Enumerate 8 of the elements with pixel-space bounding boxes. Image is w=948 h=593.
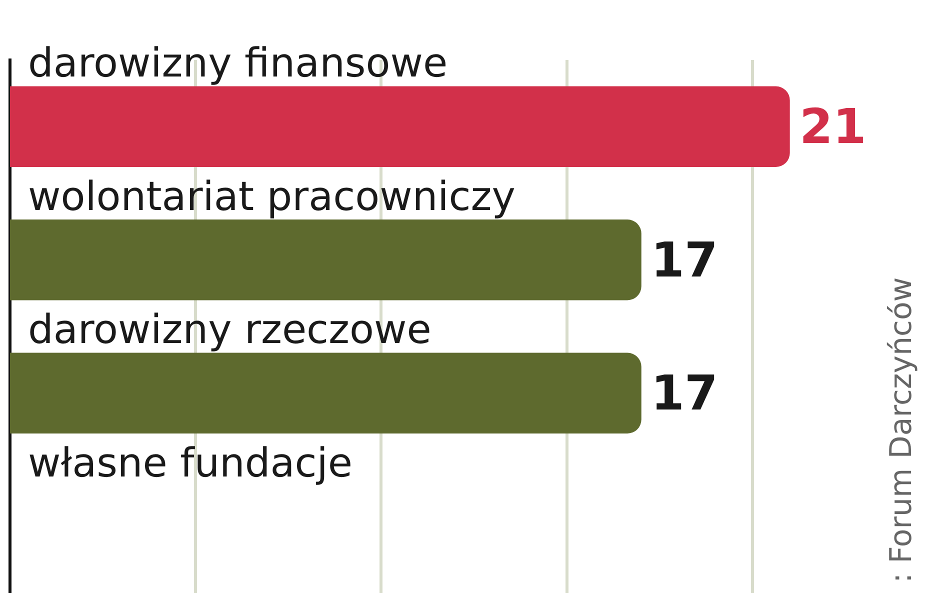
- y-tick-label: darowizny finansowe: [28, 40, 448, 87]
- y-tick-label: wolontariat pracowniczy: [28, 174, 516, 220]
- y-tick-label: własne fundacje: [28, 440, 353, 486]
- data-label: 17: [651, 232, 718, 288]
- data-label: 17: [651, 366, 718, 422]
- data-label: 21: [800, 99, 866, 156]
- y-tick-label: darowizny rzeczowe: [28, 307, 432, 354]
- text: : Forum Darczyńców: [884, 277, 919, 583]
